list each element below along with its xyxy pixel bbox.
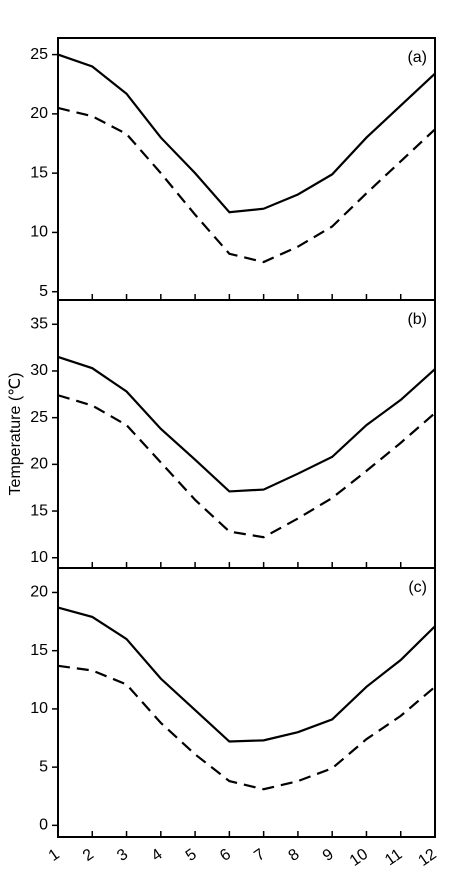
x-tick-label: 10	[347, 846, 371, 870]
y-tick-label: 30	[30, 362, 48, 379]
y-tick-label: 15	[30, 502, 48, 519]
x-tick-label: 1	[46, 846, 63, 865]
y-tick-label: 20	[30, 584, 48, 601]
x-tick-label: 12	[415, 846, 439, 870]
y-tick-label: 10	[30, 224, 48, 241]
panel-label: (c)	[408, 579, 427, 596]
panel-frame	[57, 567, 436, 838]
x-tick-label: 8	[286, 846, 303, 865]
x-tick-label: 4	[148, 846, 165, 865]
line-series	[57, 664, 436, 791]
y-tick-label: 20	[30, 105, 48, 122]
x-tick-label: 6	[217, 846, 234, 865]
y-axis-label: Temperature (℃)	[7, 373, 24, 496]
y-tick-label: 5	[39, 758, 48, 775]
y-tick-label: 10	[30, 549, 48, 566]
x-tick-label: 3	[114, 846, 131, 865]
line-series	[57, 606, 436, 743]
y-tick-label: 25	[30, 46, 48, 63]
y-tick-label: 35	[30, 315, 48, 332]
panel-frame	[57, 37, 436, 301]
x-tick-label: 5	[183, 846, 200, 865]
y-tick-label: 5	[39, 283, 48, 300]
x-tick-label: 2	[80, 846, 97, 865]
y-tick-label: 20	[30, 456, 48, 473]
panel-label: (a)	[407, 49, 427, 66]
line-series	[57, 355, 436, 493]
y-tick-label: 15	[30, 164, 48, 181]
x-tick-label: 11	[382, 846, 405, 870]
line-series	[57, 53, 436, 214]
y-tick-label: 10	[30, 700, 48, 717]
panel-label: (b)	[407, 311, 427, 328]
x-tick-label: 9	[320, 846, 337, 865]
x-tick-label: 7	[251, 846, 268, 865]
y-tick-label: 25	[30, 409, 48, 426]
panel-frame	[57, 299, 436, 569]
line-series	[57, 106, 436, 264]
y-tick-label: 0	[39, 817, 48, 834]
y-tick-label: 15	[30, 642, 48, 659]
line-series	[57, 394, 436, 539]
